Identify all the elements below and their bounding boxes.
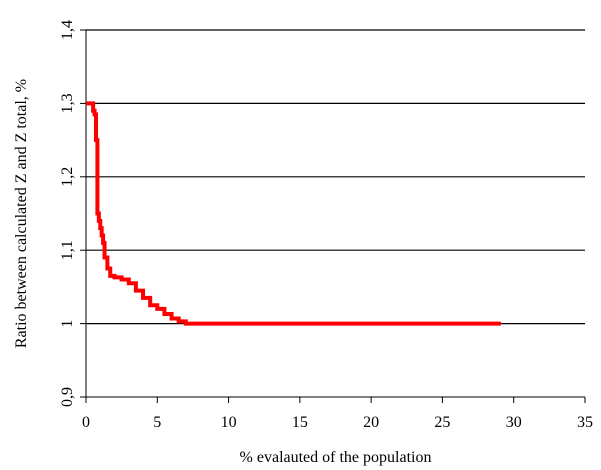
x-tick-label: 25 bbox=[434, 414, 450, 431]
y-tick-label: 1,1 bbox=[59, 240, 76, 260]
y-tick-label: 1,2 bbox=[59, 167, 76, 187]
x-tick-label: 30 bbox=[506, 414, 522, 431]
y-tick-label: 1 bbox=[59, 320, 76, 328]
x-axis-title: % evalauted of the population bbox=[240, 449, 432, 466]
gridlines bbox=[86, 29, 585, 325]
x-tick-label: 0 bbox=[82, 414, 90, 431]
x-tick-label: 20 bbox=[363, 414, 379, 431]
series-layer bbox=[86, 101, 501, 326]
y-tick-label: 1,3 bbox=[59, 93, 76, 113]
x-tick-label: 5 bbox=[153, 414, 161, 431]
x-tick-label: 35 bbox=[577, 414, 593, 431]
y-axis-title: Ratio between calculated Z and Z total, … bbox=[13, 79, 30, 348]
tick-marks bbox=[80, 29, 586, 403]
y-tick-label: 1,4 bbox=[59, 20, 76, 40]
y-tick-labels: 0,9 1 1,1 1,2 1,3 1,4 bbox=[59, 20, 76, 407]
x-tick-labels: 0 5 10 15 20 25 30 35 bbox=[82, 414, 593, 431]
y-tick-label: 0,9 bbox=[59, 387, 76, 407]
x-tick-label: 15 bbox=[292, 414, 308, 431]
series-line bbox=[86, 101, 501, 326]
x-tick-label: 10 bbox=[221, 414, 237, 431]
